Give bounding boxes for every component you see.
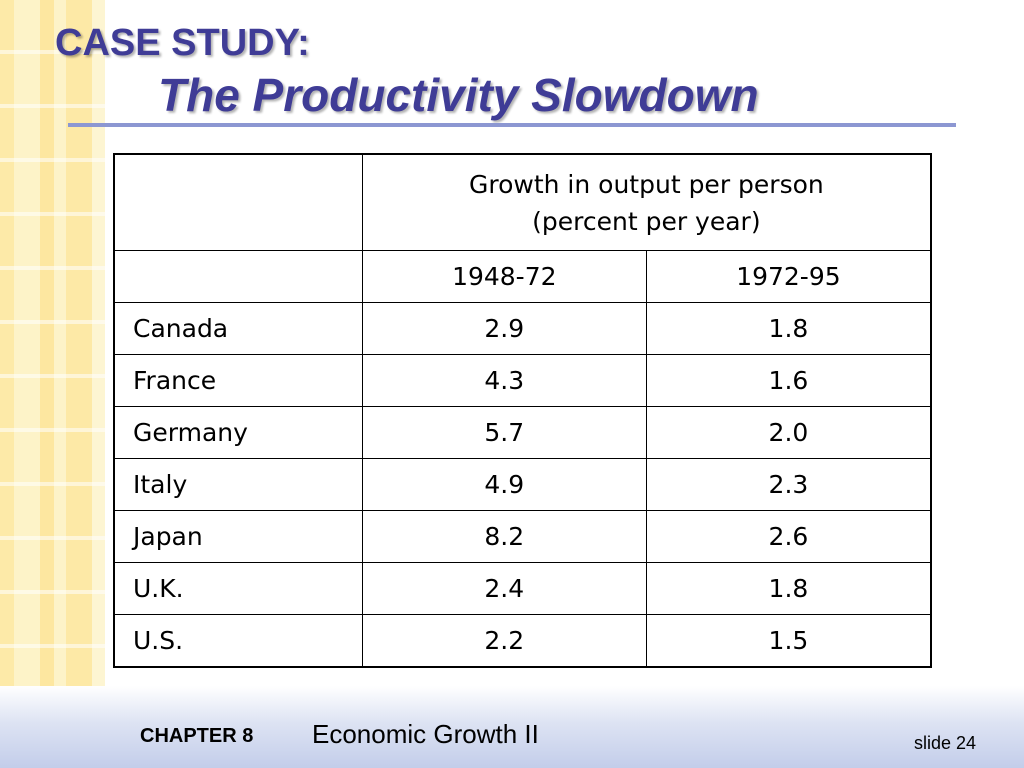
table-row: France 4.3 1.6 bbox=[113, 354, 932, 407]
period-label-1: 1948-72 bbox=[361, 250, 647, 303]
table-row: Germany 5.7 2.0 bbox=[113, 406, 932, 459]
value-cell: 4.3 bbox=[361, 354, 647, 407]
slide-title-line1: CASE STUDY: bbox=[55, 22, 310, 64]
slide-title-line2: The Productivity Slowdown bbox=[158, 69, 759, 121]
chapter-label: CHAPTER 8 bbox=[140, 725, 254, 747]
table-row: Canada 2.9 1.8 bbox=[113, 302, 932, 355]
period-label-2: 1972-95 bbox=[645, 250, 932, 303]
country-cell: U.K. bbox=[113, 562, 363, 615]
table-row: Japan 8.2 2.6 bbox=[113, 510, 932, 563]
header-line2: (percent per year) bbox=[532, 206, 761, 236]
value-cell: 2.6 bbox=[645, 510, 932, 563]
period-empty-cell bbox=[113, 250, 363, 303]
header-line1: Growth in output per person bbox=[468, 169, 824, 199]
value-cell: 1.5 bbox=[645, 614, 932, 668]
country-cell: Japan bbox=[113, 510, 363, 563]
slide-number: slide 24 bbox=[913, 733, 976, 753]
growth-table: Growth in output per person (percent per… bbox=[113, 153, 932, 668]
country-cell: Germany bbox=[113, 406, 363, 459]
value-cell: 1.8 bbox=[645, 562, 932, 615]
value-cell: 2.9 bbox=[361, 302, 647, 355]
value-cell: 1.6 bbox=[645, 354, 932, 407]
value-cell: 1.8 bbox=[645, 302, 932, 355]
value-cell: 5.7 bbox=[361, 406, 647, 459]
value-cell: 2.2 bbox=[361, 614, 647, 668]
country-cell: France bbox=[113, 354, 363, 407]
header-empty-cell bbox=[113, 153, 363, 251]
value-cell: 8.2 bbox=[361, 510, 647, 563]
decorative-grid bbox=[0, 0, 105, 768]
header-cell: Growth in output per person (percent per… bbox=[361, 153, 932, 251]
table-header-row: Growth in output per person (percent per… bbox=[113, 153, 932, 251]
table-row: Italy 4.9 2.3 bbox=[113, 458, 932, 511]
period-row: 1948-72 1972-95 bbox=[113, 250, 932, 303]
value-cell: 4.9 bbox=[361, 458, 647, 511]
table-row: U.K. 2.4 1.8 bbox=[113, 562, 932, 615]
value-cell: 2.0 bbox=[645, 406, 932, 459]
country-cell: U.S. bbox=[113, 614, 363, 668]
value-cell: 2.4 bbox=[361, 562, 647, 615]
value-cell: 2.3 bbox=[645, 458, 932, 511]
chapter-title: Economic Growth II bbox=[312, 719, 539, 749]
country-cell: Canada bbox=[113, 302, 363, 355]
title-underline bbox=[68, 123, 956, 127]
footer-band bbox=[0, 686, 1024, 768]
table-row: U.S. 2.2 1.5 bbox=[113, 614, 932, 668]
country-cell: Italy bbox=[113, 458, 363, 511]
